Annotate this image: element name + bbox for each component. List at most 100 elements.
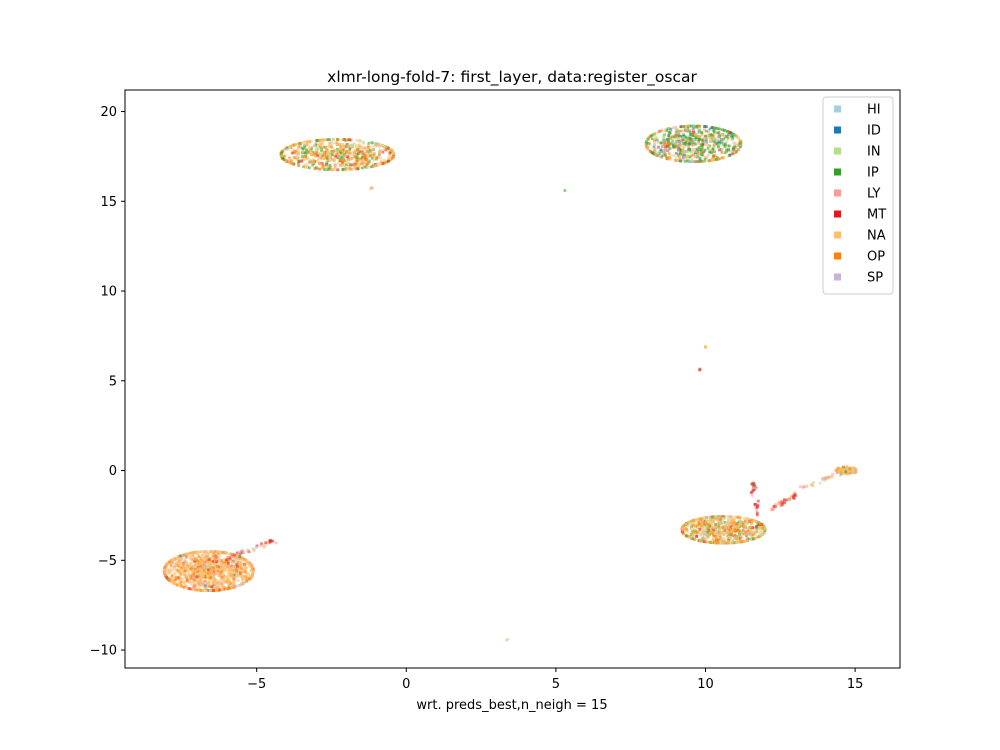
- scatter-point-sp: [180, 556, 184, 559]
- scatter-point-sp: [183, 584, 187, 587]
- scatter-point-na: [170, 578, 174, 581]
- scatter-point-ip: [676, 153, 680, 157]
- scatter-point-op: [236, 561, 240, 564]
- scatter-point-na: [220, 562, 224, 566]
- scatter-point-na: [696, 127, 700, 131]
- scatter-point-na: [203, 555, 206, 559]
- scatter-point-na: [354, 146, 358, 149]
- scatter-point-op: [340, 159, 344, 163]
- scatter-point-na: [191, 574, 195, 578]
- scatter-point-na: [726, 529, 730, 533]
- scatter-point-na: [241, 574, 245, 578]
- scatter-point-na: [228, 569, 232, 573]
- scatter-point-id: [681, 156, 685, 159]
- scatter-point-na: [340, 149, 344, 152]
- scatter-point-ly: [750, 493, 754, 497]
- scatter-point-mt: [697, 539, 701, 542]
- scatter-point-in: [316, 148, 320, 152]
- scatter-point-ly: [772, 507, 775, 511]
- scatter-point-na: [203, 557, 207, 561]
- scatter-point-in: [682, 159, 686, 163]
- scatter-point-op: [185, 578, 189, 581]
- scatter-point-ip: [715, 131, 719, 135]
- scatter-point-op: [727, 541, 730, 545]
- scatter-point-na: [230, 569, 234, 573]
- scatter-point-op: [685, 527, 689, 531]
- scatter-point-na: [707, 535, 711, 538]
- scatter-point-na: [221, 564, 224, 568]
- scatter-point-mt: [757, 523, 761, 527]
- scatter-point-ly: [742, 529, 745, 533]
- scatter-point-na: [683, 525, 687, 529]
- scatter-point-na: [679, 138, 683, 142]
- scatter-point-in: [761, 533, 764, 536]
- scatter-point-ip: [325, 138, 329, 142]
- scatter-point-in: [736, 144, 739, 147]
- scatter-point-op: [344, 166, 348, 170]
- scatter-point-op: [303, 155, 307, 158]
- scatter-point-na: [207, 552, 211, 556]
- scatter-point-na: [353, 152, 357, 156]
- scatter-point-na: [739, 520, 743, 523]
- scatter-point-op: [336, 138, 339, 141]
- scatter-point-in: [653, 142, 657, 146]
- scatter-point-na: [357, 165, 361, 169]
- scatter-point-mt: [188, 587, 192, 591]
- scatter-point-na: [173, 562, 177, 566]
- scatter-point-mt: [756, 499, 760, 503]
- scatter-point-na: [810, 483, 813, 487]
- scatter-point-op: [193, 556, 197, 560]
- scatter-point-na: [360, 146, 364, 150]
- scatter-point-na: [308, 158, 312, 161]
- scatter-point-ip: [320, 149, 323, 153]
- legend-marker-op: [834, 252, 841, 260]
- scatter-point-na: [181, 571, 185, 575]
- scatter-point-in: [656, 150, 659, 154]
- scatter-point-na: [336, 149, 339, 153]
- scatter-point-ip: [341, 168, 345, 172]
- y-tick-label: 5: [109, 374, 117, 389]
- scatter-point-na: [218, 579, 221, 582]
- scatter-point-op: [175, 568, 179, 572]
- scatter-point-ip: [700, 147, 704, 151]
- scatter-point-in: [707, 519, 710, 523]
- scatter-point-ly: [200, 581, 204, 585]
- scatter-point-na: [178, 557, 181, 561]
- scatter-point-op: [229, 573, 232, 576]
- scatter-point-mt: [695, 534, 698, 538]
- scatter-point-na: [389, 148, 392, 151]
- scatter-point-na: [301, 150, 305, 154]
- scatter-point-na: [684, 156, 687, 159]
- x-axis: −5 0 5 10 15: [247, 668, 863, 692]
- scatter-point-op: [245, 580, 248, 583]
- scatter-point-mt: [193, 559, 197, 563]
- scatter-point-na: [684, 522, 688, 526]
- scatter-point-ip: [682, 125, 685, 128]
- scatter-point-ip: [645, 140, 648, 144]
- scatter-point-na: [209, 580, 213, 584]
- scatter-point-in: [728, 523, 732, 527]
- scatter-point-ip: [661, 154, 665, 157]
- scatter-point-na: [679, 144, 683, 147]
- scatter-point-na: [241, 563, 244, 567]
- scatter-point-op: [344, 149, 348, 153]
- scatter-point-na: [302, 141, 306, 144]
- scatter-point-mt: [729, 525, 733, 529]
- scatter-point-sp: [667, 148, 670, 152]
- scatter-point-na: [348, 156, 352, 160]
- scatter-point-ip: [336, 156, 340, 160]
- scatter-point-na: [714, 532, 718, 536]
- scatter-point-in: [350, 144, 354, 147]
- scatter-point-in: [326, 163, 330, 167]
- scatter-point-ly: [835, 471, 839, 474]
- scatter-point-in: [296, 154, 300, 157]
- scatter-point-op: [727, 130, 730, 134]
- scatter-point-na: [223, 568, 227, 571]
- scatter-point-na: [187, 581, 191, 585]
- scatter-point-op: [746, 529, 750, 533]
- scatter-point-mt: [692, 130, 695, 134]
- scatter-point-na: [170, 576, 174, 580]
- scatter-point-na: [251, 572, 255, 576]
- scatter-point-na: [231, 574, 234, 577]
- scatter-point-na: [725, 541, 728, 545]
